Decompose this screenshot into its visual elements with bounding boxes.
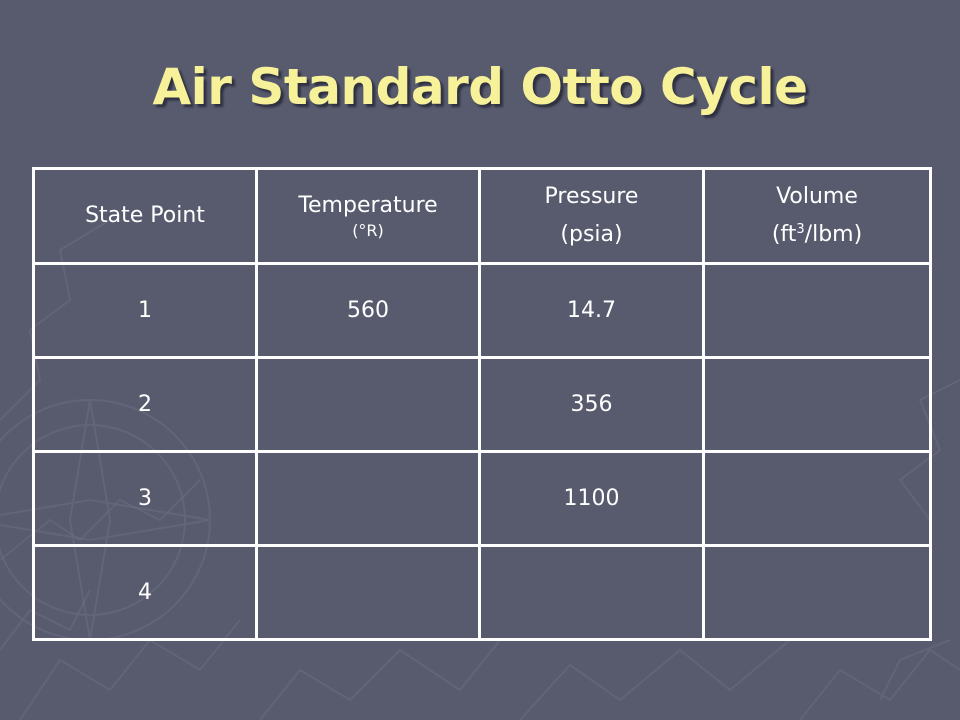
header-temperature-unit: (°R) [352,221,384,240]
volume-cell [702,262,932,359]
header-volume-unit: (ft3/lbm) [705,220,929,250]
volume-cell [702,544,932,641]
temperature-cell: 560 [255,262,481,359]
temperature-cell [255,450,481,547]
pressure-cell: 356 [478,356,705,453]
state-cell: 1 [32,262,258,359]
table-row: 1 560 14.7 [32,262,932,359]
pressure-cell: 1100 [478,450,705,547]
header-pressure: Pressure (psia) [478,167,705,265]
header-pressure-label: Pressure [544,184,639,209]
header-row: State Point Temperature (°R) Pressure (p… [32,167,932,265]
volume-unit-prefix: (ft [771,222,797,247]
temperature-cell [255,356,481,453]
state-table: State Point Temperature (°R) Pressure (p… [32,167,932,641]
state-cell: 3 [32,450,258,547]
table-row: 2 356 [32,356,932,453]
pressure-cell: 14.7 [478,262,705,359]
state-cell: 2 [32,356,258,453]
volume-cell [702,356,932,453]
header-volume: Volume (ft3/lbm) [702,167,932,265]
header-temperature: Temperature (°R) [255,167,481,265]
volume-unit-exponent: 3 [796,222,805,237]
volume-unit-suffix: /lbm) [804,222,863,247]
table-row: 3 1100 [32,450,932,547]
header-temperature-label: Temperature [298,193,438,218]
state-cell: 4 [32,544,258,641]
slide-title: Air Standard Otto Cycle [152,58,808,116]
table-row: 4 [32,544,932,641]
volume-cell [702,450,932,547]
temperature-cell [255,544,481,641]
header-state-point: State Point [32,167,258,265]
pressure-cell [478,544,705,641]
header-pressure-unit: (psia) [560,222,623,247]
header-volume-label: Volume [776,184,858,209]
header-state-point-label: State Point [85,203,205,228]
